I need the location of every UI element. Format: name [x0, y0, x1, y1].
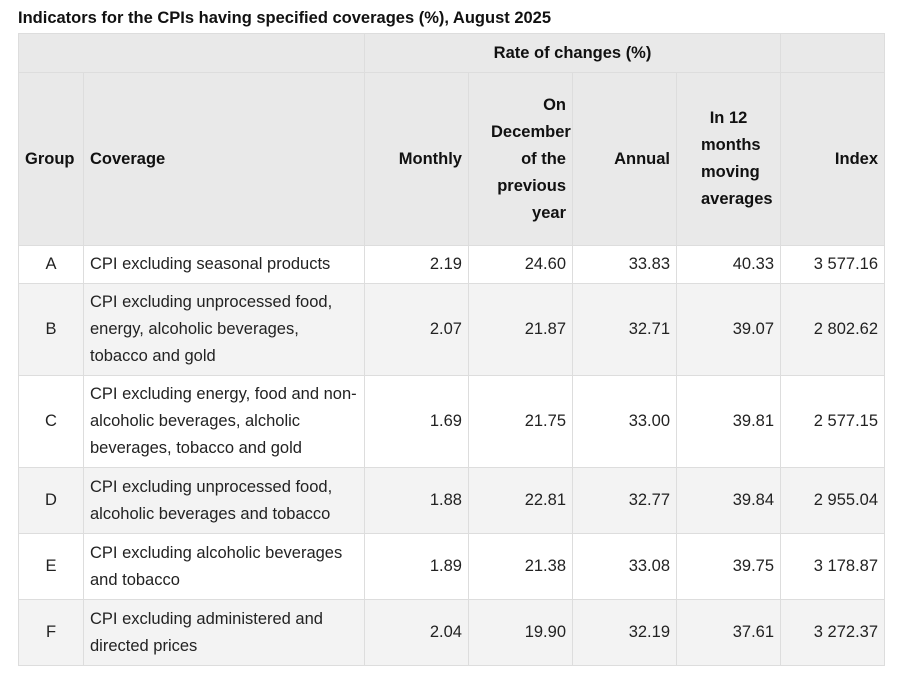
cell-group: E: [18, 533, 84, 600]
table-body: A CPI excluding seasonal products 2.19 2…: [18, 245, 886, 666]
cell-group: B: [18, 283, 84, 376]
cell-group: A: [18, 245, 84, 284]
cell-coverage: CPI excluding energy, food and non-alcoh…: [83, 375, 365, 468]
table-row: C CPI excluding energy, food and non-alc…: [18, 375, 886, 468]
cell-monthly: 2.07: [364, 283, 469, 376]
header-empty-cell: [18, 33, 365, 73]
header-empty-cell-index: [780, 33, 886, 73]
cell-moving: 39.84: [675, 467, 782, 534]
cell-annual: 32.19: [572, 599, 677, 666]
cell-moving: 39.81: [675, 375, 782, 468]
cell-annual: 32.71: [572, 283, 677, 376]
cell-monthly: 2.04: [364, 599, 469, 666]
cell-annual: 33.00: [572, 375, 677, 468]
cell-index: 3 178.87: [780, 533, 886, 600]
table-title: Indicators for the CPIs having specified…: [18, 9, 552, 27]
cell-coverage: CPI excluding unprocessed food, energy, …: [83, 283, 365, 376]
cell-annual: 32.77: [572, 467, 677, 534]
header-moving-averages: In 12 months moving averages: [675, 72, 782, 246]
cell-index: 2 577.15: [780, 375, 886, 468]
cell-monthly: 1.69: [364, 375, 469, 468]
cell-coverage: CPI excluding administered and directed …: [83, 599, 365, 666]
cell-december: 19.90: [468, 599, 573, 666]
cell-december: 21.38: [468, 533, 573, 600]
cell-monthly: 1.88: [364, 467, 469, 534]
header-annual: Annual: [572, 72, 677, 246]
header-row-columns: Group Coverage Monthly On December of th…: [18, 72, 886, 246]
cell-december: 21.75: [468, 375, 573, 468]
header-on-december: On December of the previous year: [468, 72, 573, 246]
cell-index: 3 577.16: [780, 245, 886, 284]
cell-moving: 39.07: [675, 283, 782, 376]
cell-coverage: CPI excluding unprocessed food, alcoholi…: [83, 467, 365, 534]
table-row: A CPI excluding seasonal products 2.19 2…: [18, 245, 886, 284]
table-row: D CPI excluding unprocessed food, alcoho…: [18, 467, 886, 534]
header-rate-of-changes: Rate of changes (%): [363, 33, 782, 73]
table-row: F CPI excluding administered and directe…: [18, 599, 886, 666]
cell-index: 3 272.37: [780, 599, 886, 666]
cell-monthly: 2.19: [364, 245, 469, 284]
table-row: B CPI excluding unprocessed food, energy…: [18, 283, 886, 376]
cpi-indicators-table: Rate of changes (%) Group Coverage Month…: [18, 33, 886, 666]
cell-group: D: [18, 467, 84, 534]
cell-group: F: [18, 599, 84, 666]
cell-annual: 33.08: [572, 533, 677, 600]
cell-index: 2 955.04: [780, 467, 886, 534]
cell-group: C: [18, 375, 84, 468]
table-header: Rate of changes (%) Group Coverage Month…: [18, 33, 886, 246]
cell-coverage: CPI excluding alcoholic beverages and to…: [83, 533, 365, 600]
cell-december: 21.87: [468, 283, 573, 376]
cell-monthly: 1.89: [364, 533, 469, 600]
header-group: Group: [18, 72, 84, 246]
header-coverage: Coverage: [83, 72, 365, 246]
header-row-top: Rate of changes (%): [18, 33, 886, 73]
cell-moving: 37.61: [675, 599, 782, 666]
table-row: E CPI excluding alcoholic beverages and …: [18, 533, 886, 600]
cell-moving: 40.33: [675, 245, 782, 284]
cell-december: 22.81: [468, 467, 573, 534]
header-index: Index: [780, 72, 886, 246]
cell-annual: 33.83: [572, 245, 677, 284]
header-monthly: Monthly: [364, 72, 469, 246]
cell-coverage: CPI excluding seasonal products: [83, 245, 365, 284]
cell-december: 24.60: [468, 245, 573, 284]
cell-moving: 39.75: [675, 533, 782, 600]
cell-index: 2 802.62: [780, 283, 886, 376]
